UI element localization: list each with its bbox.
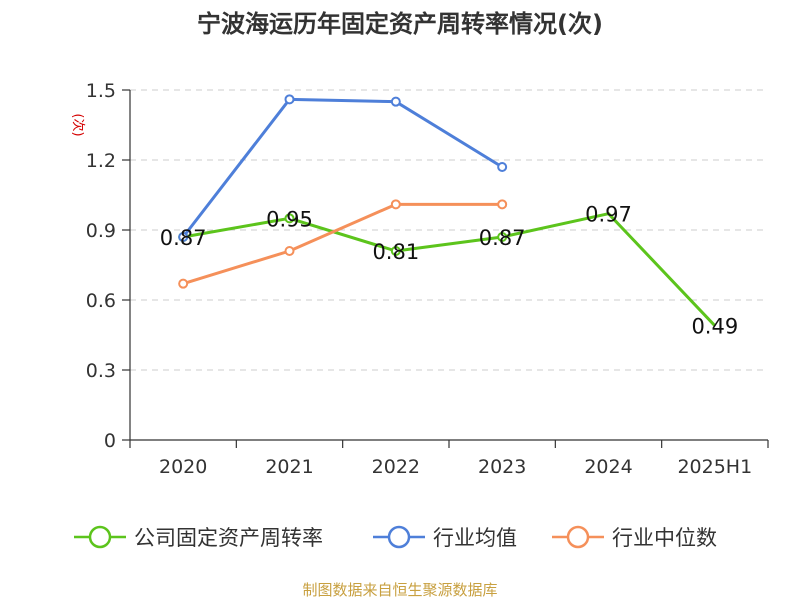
data-point: [497, 232, 508, 242]
data-point: [284, 213, 295, 224]
legend-label: 公司固定资产周转率: [134, 526, 323, 550]
series-line: [182, 212, 716, 327]
data-point: [284, 246, 295, 256]
data-label: 0.97: [585, 203, 632, 227]
x-tick-label: 2020: [159, 456, 207, 478]
source-note: 制图数据来自恒生聚源数据库: [302, 581, 497, 599]
data-point: [390, 199, 401, 210]
data-label: 0.87: [479, 226, 526, 250]
data-labels: 0.87 0.95 0.81 0.87 0.97 0.49: [160, 203, 738, 339]
x-tick-label: 2025H1: [677, 456, 752, 478]
legend-marker: [88, 525, 112, 549]
y-tick-label: 0.9: [86, 220, 116, 242]
gridlines: [130, 89, 768, 371]
data-point: [178, 232, 189, 242]
legend-marker: [566, 525, 590, 549]
y-tick-label: 0.3: [86, 360, 116, 382]
x-tick-label: 2023: [478, 456, 526, 478]
series-layer: [178, 94, 716, 327]
data-point: [390, 96, 401, 107]
series-line: [181, 97, 503, 238]
y-tick-label: 1.2: [86, 150, 116, 172]
series-line: [182, 202, 503, 286]
x-tick-label: 2021: [265, 456, 313, 478]
data-point: [390, 246, 401, 256]
data-point: [284, 94, 295, 105]
legend-label: 行业中位数: [612, 526, 717, 550]
legend-label: 行业均值: [433, 526, 517, 550]
y-tick-label: 0.6: [86, 290, 116, 312]
data-point: [178, 278, 189, 289]
data-label: 0.81: [372, 240, 419, 264]
data-label: 0.87: [160, 226, 207, 250]
axes: 0 0.3 0.6 0.9 1.2 1.5 2020 2021 2022 2023 2024 2025…: [86, 80, 769, 478]
data-label: 0.49: [691, 315, 738, 339]
data-label: 0.95: [266, 207, 313, 231]
data-point: [497, 199, 508, 210]
legend-marker: [387, 525, 411, 549]
y-tick-label: 1.5: [86, 80, 116, 102]
x-tick-label: 2024: [584, 456, 632, 478]
x-tick-label: 2022: [372, 456, 420, 478]
legend: 公司固定资产周转率 行业均值 行业中位数: [74, 525, 717, 550]
y-tick-label: 0: [104, 430, 116, 452]
y-axis-label: (次): [70, 113, 86, 136]
data-point: [497, 162, 508, 172]
chart-title: 宁波海运历年固定资产周转率情况(次): [197, 10, 603, 38]
